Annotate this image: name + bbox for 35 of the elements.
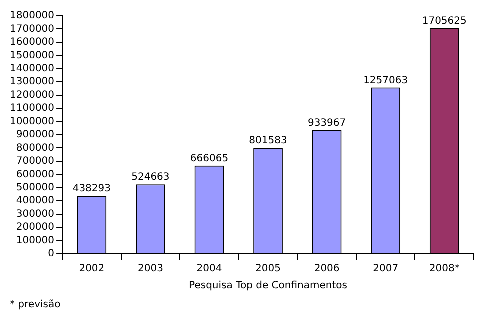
y-tick-label: 500000: [16, 182, 55, 194]
y-tick-label: 1700000: [10, 24, 55, 35]
y-tick-label: 1500000: [10, 50, 55, 62]
y-tick-label: 800000: [16, 142, 55, 154]
y-tick-label: 1000000: [10, 116, 55, 128]
data-label: 1705625: [422, 16, 467, 28]
data-label: 933967: [308, 118, 346, 130]
y-tick-label: 1200000: [10, 90, 55, 101]
data-label: 438293: [72, 184, 112, 195]
x-tick-label: 2004: [196, 264, 222, 275]
x-tick-label: 2005: [256, 264, 281, 275]
y-tick-label: 1400000: [10, 63, 55, 74]
y-tick-label: 600000: [16, 169, 55, 180]
y-tick-label: 1100000: [10, 103, 55, 114]
y-tick-label: 100000: [16, 235, 55, 246]
y-tick-label: 1600000: [10, 37, 55, 48]
x-tick-label: 2003: [138, 264, 164, 275]
y-tick-label: 1800000: [10, 10, 55, 22]
y-tick-label: 700000: [16, 156, 55, 168]
x-tick-label: 2008*: [429, 264, 460, 275]
y-tick-label: 1300000: [10, 76, 55, 88]
y-tick-label: 400000: [16, 196, 55, 207]
y-tick-label: 300000: [16, 208, 55, 220]
data-label: 524663: [132, 172, 170, 184]
y-tick-label: 200000: [16, 222, 55, 234]
data-label: 801583: [249, 136, 288, 147]
text: * previsão: [10, 300, 61, 311]
data-label: 666065: [190, 154, 229, 165]
y-tick-label: 0: [48, 248, 55, 260]
x-axis-title: Pesquisa Top de Confinamentos: [189, 280, 348, 292]
y-tick-label: 900000: [16, 130, 55, 141]
x-tick-label: 2007: [373, 264, 399, 275]
x-tick-label: 2002: [79, 264, 105, 275]
x-tick-label: 2006: [314, 264, 340, 275]
data-label: 1257063: [364, 75, 408, 86]
